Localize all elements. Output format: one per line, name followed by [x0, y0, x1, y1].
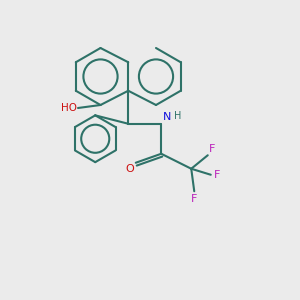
Text: F: F	[214, 170, 220, 180]
Text: O: O	[125, 164, 134, 174]
Text: N: N	[163, 112, 171, 122]
Text: F: F	[191, 194, 197, 204]
Text: HO: HO	[61, 103, 76, 113]
Text: F: F	[209, 144, 216, 154]
Text: H: H	[174, 111, 181, 121]
